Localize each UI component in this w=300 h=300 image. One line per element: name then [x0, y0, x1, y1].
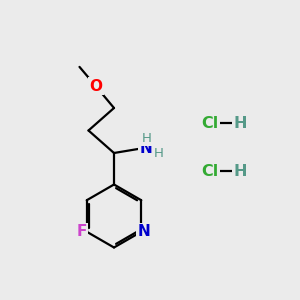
Text: O: O	[89, 79, 103, 94]
Text: N: N	[140, 141, 153, 156]
Text: H: H	[233, 164, 247, 178]
Text: H: H	[142, 132, 152, 146]
Text: Cl: Cl	[201, 164, 219, 178]
Text: H: H	[154, 146, 164, 160]
Text: F: F	[76, 224, 86, 239]
Text: Cl: Cl	[201, 116, 219, 130]
Text: N: N	[138, 224, 151, 239]
Text: H: H	[233, 116, 247, 130]
